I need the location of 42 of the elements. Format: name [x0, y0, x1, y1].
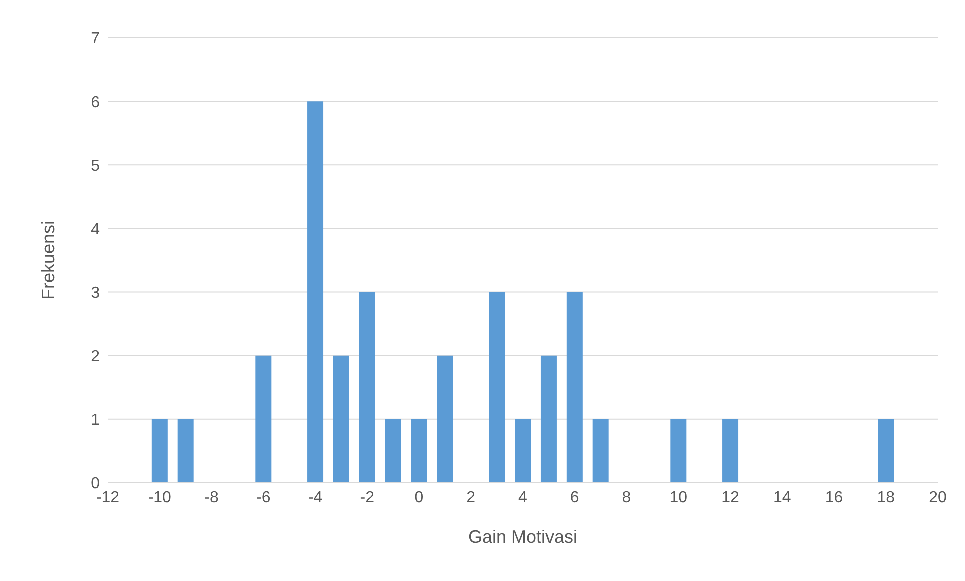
x-tick-label: 4: [518, 489, 528, 506]
bar: [385, 419, 402, 483]
y-tick-label: 3: [91, 284, 100, 302]
x-tick-label: 2: [466, 489, 476, 506]
bar: [878, 419, 894, 483]
bar: [256, 356, 272, 483]
bar: [178, 419, 194, 483]
x-tick-label: -6: [256, 489, 271, 506]
y-tick-label: 5: [91, 158, 100, 175]
x-tick-label: 6: [570, 489, 580, 506]
bar: [489, 292, 506, 483]
y-tick-label: 4: [91, 221, 100, 238]
x-tick-label: 20: [929, 489, 947, 506]
x-tick-label: -4: [308, 489, 323, 506]
x-tick-label: -2: [360, 489, 375, 506]
bar: [437, 356, 454, 483]
bar: [515, 419, 532, 483]
bar: [152, 419, 168, 483]
y-axis-title: Frekuensi: [38, 220, 58, 300]
bar: [592, 419, 609, 483]
x-tick-label: 16: [825, 489, 844, 506]
y-tick-label: 1: [91, 412, 100, 430]
y-tick-label: 7: [91, 30, 100, 48]
bar: [411, 419, 428, 483]
y-tick-label: 2: [91, 348, 100, 366]
bar: [670, 419, 687, 483]
bar: [566, 292, 583, 483]
x-tick-label: 10: [670, 489, 688, 506]
bar: [359, 292, 376, 483]
x-tick-label: 8: [622, 489, 632, 506]
x-tick-label: 14: [773, 489, 792, 506]
bar: [722, 419, 739, 483]
x-tick-label: 18: [877, 489, 896, 506]
x-tick-label: 12: [722, 489, 740, 506]
bar: [308, 102, 324, 483]
y-tick-label: 6: [91, 94, 100, 112]
x-axis-title: Gain Motivasi: [468, 527, 578, 547]
x-tick-label: 0: [414, 489, 424, 506]
x-tick-label: -10: [148, 489, 172, 506]
x-tick-label: -8: [204, 489, 219, 506]
bar: [540, 356, 557, 483]
bar: [333, 356, 350, 483]
